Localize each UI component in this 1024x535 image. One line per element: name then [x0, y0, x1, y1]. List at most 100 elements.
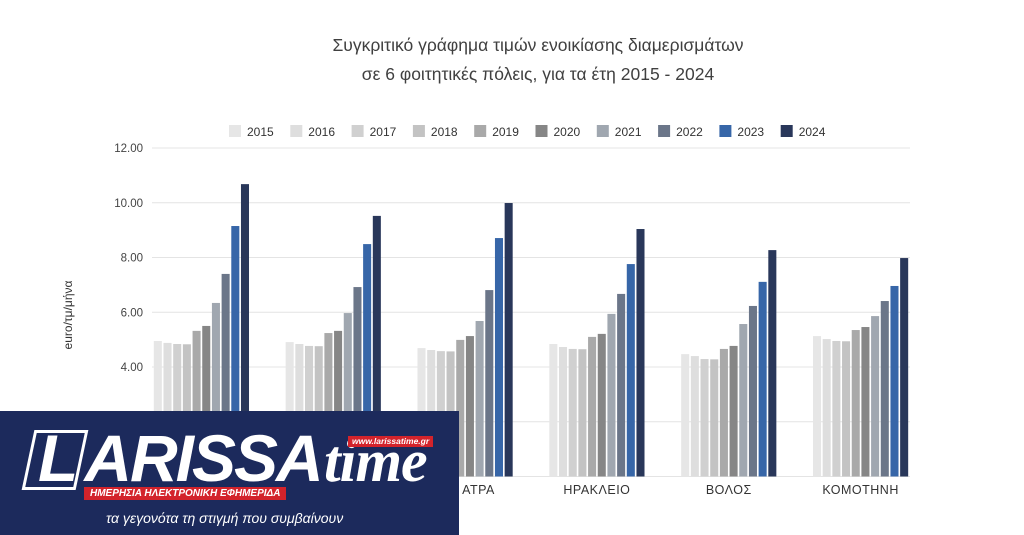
- legend-swatch: [658, 125, 671, 137]
- legend-label: 2022: [676, 125, 703, 139]
- bar-2024-group-2: [372, 215, 381, 477]
- legend-swatch: [596, 125, 609, 137]
- legend-item-2023: 2023: [719, 125, 764, 139]
- legend-swatch: [535, 125, 548, 137]
- legend-label: 2019: [492, 125, 519, 139]
- legend-swatch: [474, 125, 487, 137]
- bar-2023-group-5: [758, 281, 767, 477]
- legend-label: 2021: [615, 125, 642, 139]
- legend-label: 2020: [554, 125, 581, 139]
- bar-2020-group-3: [465, 336, 474, 477]
- legend-swatch: [719, 125, 732, 137]
- legend-label: 2018: [431, 125, 458, 139]
- bar-2022-group-1: [221, 273, 230, 477]
- bar-2019-group-4: [588, 336, 597, 477]
- legend: 2015 2016 2017 2018 2019 2020 2021 2022 2023 2024: [229, 125, 826, 139]
- bar-2019-group-3: [456, 339, 465, 477]
- bar-2022-group-3: [485, 290, 494, 477]
- legend-item-2019: 2019: [474, 125, 519, 139]
- bar-2023-group-6: [890, 285, 899, 477]
- legend-swatch: [780, 125, 793, 137]
- bar-2019-group-6: [851, 330, 860, 477]
- bar-2018-group-5: [710, 359, 719, 477]
- bar-2018-group-4: [578, 349, 587, 477]
- bar-2021-group-5: [739, 324, 748, 477]
- legend-swatch: [290, 125, 303, 137]
- bar-2020-group-2: [334, 330, 343, 477]
- legend-label: 2023: [737, 125, 764, 139]
- larissatime-logo: LARISSA time www.larissatime.gr ΗΜΕΡΗΣΙΑ…: [0, 411, 459, 535]
- bar-2024-group-3: [504, 203, 513, 477]
- bar-2015-group-2: [285, 342, 294, 477]
- bar-2019-group-1: [192, 330, 201, 477]
- bar-2023-group-1: [231, 226, 240, 477]
- bar-2021-group-2: [343, 313, 352, 477]
- legend-item-2021: 2021: [596, 125, 642, 139]
- bar-2021-group-4: [607, 313, 616, 477]
- legend-item-2017: 2017: [351, 125, 397, 139]
- bar-2022-group-5: [748, 305, 757, 477]
- chart-title-line-2: σε 6 φοιτητικές πόλεις, για τα έτη 2015 …: [362, 64, 715, 84]
- bar-2023-group-3: [494, 238, 503, 477]
- bar-2018-group-6: [842, 341, 851, 477]
- x-tick-label: ΑΤΡΑ: [462, 483, 495, 497]
- bar-2020-group-6: [861, 327, 870, 477]
- x-tick-label: ΗΡΑΚΛΕΙΟ: [563, 483, 630, 497]
- bar-2017-group-4: [568, 348, 577, 477]
- legend-swatch: [351, 125, 364, 137]
- x-axis-labels: ΑΤΡΑ ΗΡΑΚΛΕΙΟ ΒΟΛΟΣ ΚΟΜΟΤΗΝΗ: [462, 483, 899, 497]
- bar-2015-group-6: [812, 336, 822, 477]
- bar-2024-group-6: [900, 258, 909, 477]
- bars: [153, 184, 909, 477]
- y-tick-label: 4.00: [121, 362, 143, 374]
- bar-2016-group-2: [295, 344, 304, 477]
- y-tick-label: 12.00: [114, 143, 143, 155]
- legend-label: 2016: [308, 125, 335, 139]
- bar-2015-group-4: [549, 344, 558, 477]
- bar-2020-group-1: [202, 325, 211, 477]
- chart-title-line-1: Συγκριτικό γράφημα τιμών ενοικίασης διαμ…: [332, 35, 743, 55]
- bar-2021-group-3: [475, 321, 484, 477]
- legend-item-2024: 2024: [780, 125, 826, 139]
- bar-2017-group-1: [173, 344, 182, 477]
- bar-2022-group-6: [880, 301, 889, 477]
- y-tick-label: 8.00: [121, 253, 143, 265]
- bar-2017-group-5: [700, 359, 709, 477]
- y-axis-ticks: 4.00 6.00 8.00 10.00 12.00: [114, 143, 143, 374]
- bar-2022-group-2: [353, 287, 362, 477]
- bar-2015-group-1: [153, 340, 162, 477]
- bar-2022-group-4: [617, 293, 626, 477]
- x-tick-label: ΒΟΛΟΣ: [706, 483, 752, 497]
- bar-2020-group-4: [597, 333, 606, 477]
- legend-item-2015: 2015: [229, 125, 274, 139]
- bar-2015-group-5: [681, 354, 690, 477]
- bar-2023-group-2: [363, 244, 372, 477]
- legend-item-2020: 2020: [535, 125, 581, 139]
- bar-2016-group-1: [163, 342, 172, 477]
- x-tick-label: ΚΟΜΟΤΗΝΗ: [822, 483, 899, 497]
- chart-title: Συγκριτικό γράφημα τιμών ενοικίασης διαμ…: [332, 35, 743, 84]
- bar-2016-group-6: [822, 339, 831, 477]
- bar-2019-group-2: [324, 333, 333, 477]
- legend-label: 2015: [247, 125, 274, 139]
- bar-2024-group-1: [240, 184, 250, 477]
- y-axis-label: euro/τμ/μήνα: [61, 281, 75, 350]
- bar-2019-group-5: [719, 348, 728, 477]
- bar-2021-group-1: [211, 302, 220, 477]
- legend-item-2016: 2016: [290, 125, 335, 139]
- bar-2023-group-4: [626, 264, 635, 477]
- legend-item-2018: 2018: [412, 125, 458, 139]
- bar-2016-group-5: [690, 356, 699, 477]
- logo-tagline: ΗΜΕΡΗΣΙΑ ΗΛΕΚΤΡΟΝΙΚΗ ΕΦΗΜΕΡΙΔΑ: [84, 487, 287, 500]
- y-tick-label: 10.00: [114, 198, 143, 210]
- bar-2020-group-5: [729, 345, 738, 477]
- bar-2024-group-5: [768, 250, 777, 477]
- logo-wordmark: LARISSA: [38, 421, 324, 495]
- y-tick-label: 6.00: [121, 307, 143, 319]
- bar-2024-group-4: [636, 229, 645, 477]
- bar-2018-group-1: [182, 344, 191, 477]
- bar-2021-group-6: [871, 316, 880, 477]
- bar-2017-group-6: [832, 340, 841, 477]
- legend-swatch: [412, 125, 425, 137]
- legend-label: 2024: [799, 125, 826, 139]
